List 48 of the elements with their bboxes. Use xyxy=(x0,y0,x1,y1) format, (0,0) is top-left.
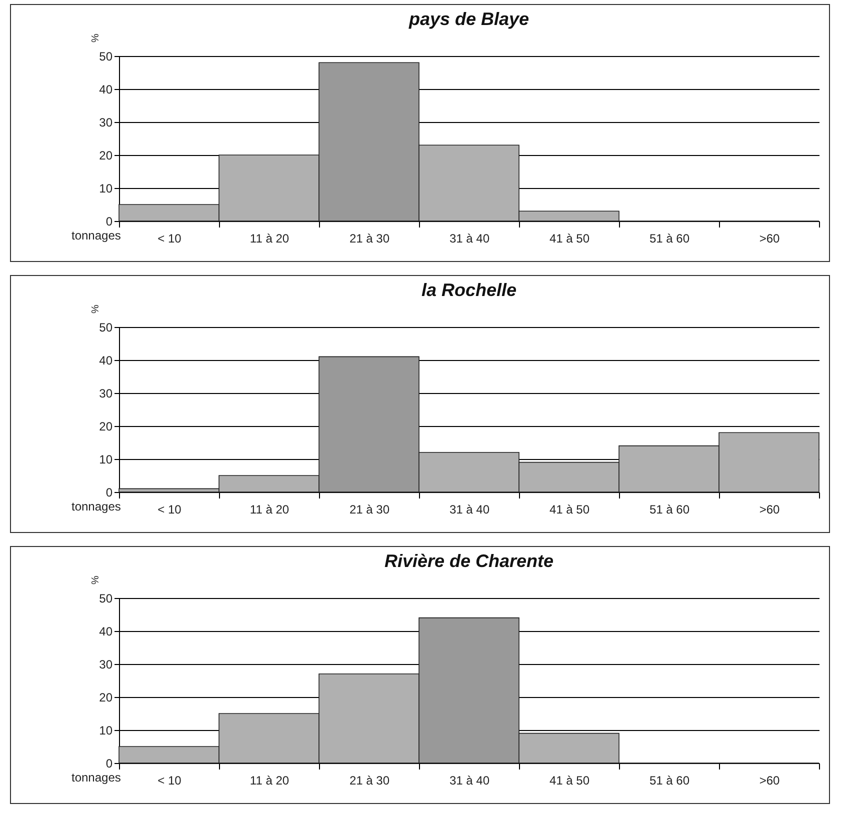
x-axis-title: tonnages xyxy=(72,500,121,514)
x-tick-label: 51 à 60 xyxy=(649,232,690,246)
y-tick-label: 40 xyxy=(99,82,113,96)
x-tick-label: 21 à 30 xyxy=(349,774,390,788)
chart-title: Rivière de Charente xyxy=(384,551,554,572)
x-tick-label: 21 à 30 xyxy=(349,502,390,516)
chart-title: pays de Blaye xyxy=(408,9,530,30)
y-tick-label: 50 xyxy=(99,320,113,334)
x-tick-label: 11 à 20 xyxy=(250,232,290,246)
y-tick-label: 20 xyxy=(99,148,113,162)
x-tick-label: 41 à 50 xyxy=(549,232,590,246)
chart-title: la Rochelle xyxy=(421,280,517,300)
y-tick-label: 10 xyxy=(99,452,113,466)
x-tick-label: >60 xyxy=(759,502,780,516)
x-tick-label: < 10 xyxy=(158,502,182,516)
x-tick-label: < 10 xyxy=(158,774,182,788)
x-tick-label: 21 à 30 xyxy=(349,232,390,246)
x-tick-label: < 10 xyxy=(158,232,182,246)
y-tick-label: 20 xyxy=(99,420,113,434)
x-tick-label: 51 à 60 xyxy=(649,502,690,516)
y-axis-title: % xyxy=(88,576,100,585)
x-tick-label: 41 à 50 xyxy=(549,502,590,516)
y-tick-label: 40 xyxy=(99,354,113,368)
y-tick-label: 0 xyxy=(106,756,113,770)
y-tick-label: 30 xyxy=(99,658,113,672)
x-tick-label: >60 xyxy=(759,232,780,246)
x-tick-label: 11 à 20 xyxy=(250,502,290,516)
y-tick-label: 0 xyxy=(106,486,113,500)
x-tick-label: 31 à 40 xyxy=(449,502,490,516)
x-tick-label: 51 à 60 xyxy=(649,774,690,788)
x-tick-label: 31 à 40 xyxy=(449,774,490,788)
x-tick-label: >60 xyxy=(759,774,780,788)
y-tick-label: 50 xyxy=(99,592,113,606)
y-tick-label: 0 xyxy=(106,214,113,228)
y-axis-title: % xyxy=(88,34,100,43)
y-tick-label: 10 xyxy=(99,182,113,196)
y-tick-label: 30 xyxy=(99,386,113,400)
x-tick-label: 31 à 40 xyxy=(449,232,490,246)
y-axis-title: % xyxy=(88,304,100,314)
x-axis-title: tonnages xyxy=(72,770,121,784)
y-tick-label: 30 xyxy=(99,116,113,130)
x-tick-label: 41 à 50 xyxy=(549,774,590,788)
y-tick-label: 40 xyxy=(99,624,113,638)
y-tick-label: 50 xyxy=(99,50,113,64)
x-tick-label: 11 à 20 xyxy=(250,774,290,788)
y-tick-label: 10 xyxy=(99,724,113,738)
x-axis-title: tonnages xyxy=(72,228,121,242)
y-tick-label: 20 xyxy=(99,690,113,704)
